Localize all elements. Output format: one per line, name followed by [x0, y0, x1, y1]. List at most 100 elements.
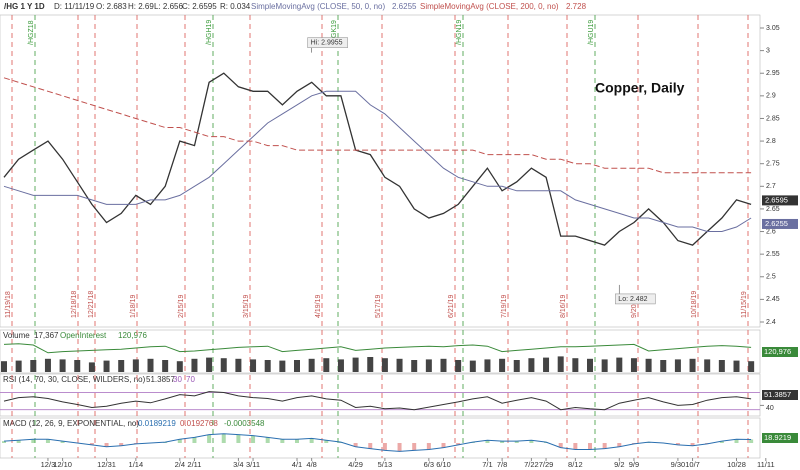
x-tick-label: 1/14	[129, 460, 144, 469]
sma200-value: 2.728	[566, 2, 587, 11]
expiry-label: 11/15/19	[741, 291, 748, 318]
oi-tag	[762, 347, 798, 357]
annotation-label: Hi: 2.9955	[311, 39, 343, 46]
volume-bar	[191, 358, 198, 372]
volume-bar	[162, 360, 169, 372]
expiry-label: 1/18/19	[130, 295, 137, 318]
rsi-tick-label: 40	[766, 405, 774, 412]
macd-bar	[295, 439, 299, 443]
contract-label: /HGU19	[588, 20, 595, 45]
panel-frame	[0, 329, 761, 374]
low: L: 2.656	[154, 2, 183, 11]
macd-bar	[45, 439, 50, 443]
contract-label: /HGK19	[331, 20, 338, 45]
volume-bar	[74, 360, 81, 372]
last-tag	[762, 218, 798, 229]
x-tick-label: 9/30	[671, 460, 686, 469]
x-tick-label: 2/4	[175, 460, 185, 469]
header: /HG 1 Y 1D D: 11/11/19 O: 2.683 H: 2.69 …	[4, 2, 587, 11]
panel-frame	[0, 14, 761, 328]
volume-bar	[308, 358, 315, 372]
x-tick-label: 10/28	[727, 460, 746, 469]
x-tick-label: 12/10	[53, 460, 72, 469]
open: O: 2.683	[96, 2, 127, 11]
volume-bar	[396, 358, 403, 372]
volume-bar	[323, 358, 330, 372]
volume-bar	[15, 360, 22, 372]
expiry-label: 8/16/19	[560, 295, 567, 318]
volume-bar	[250, 359, 257, 372]
volume-bar	[440, 358, 447, 372]
macd-bar	[2, 441, 6, 443]
contract-label: /HGN19	[456, 20, 463, 45]
macd-bar	[602, 443, 607, 449]
volume-bar	[30, 360, 37, 372]
macd-bar	[265, 437, 270, 443]
volume-bar	[455, 360, 462, 372]
expiry-label: 12/21/18	[88, 291, 95, 318]
y-tick-label: 2.4	[766, 319, 776, 326]
volume-bar	[587, 358, 593, 372]
sma50-label: SimpleMovingAvg (CLOSE, 50, 0, no)	[251, 2, 385, 11]
expiry-label: 2/15/19	[178, 295, 185, 318]
x-tick-label: 7/29	[539, 460, 554, 469]
macd-bar	[573, 443, 578, 450]
macd-bar	[675, 443, 680, 445]
y-tick-label: 3	[766, 47, 770, 54]
macd-bar	[514, 441, 519, 443]
y-tick-label: 2.55	[766, 251, 780, 258]
volume-bar	[147, 358, 154, 372]
macd-bar	[192, 437, 197, 443]
y-tick-label: 2.9	[766, 93, 776, 100]
oi-value: 120,976	[118, 331, 147, 340]
chart-title: Copper, Daily	[595, 80, 685, 96]
volume-bar	[674, 359, 681, 372]
contract-label: /HGH19	[206, 20, 213, 45]
x-tick-label: 10/7	[685, 460, 700, 469]
x-tick-label: 7/1	[482, 460, 492, 469]
x-tick-label: 12/3	[41, 460, 56, 469]
macd-bar	[529, 440, 534, 443]
rsi-tag	[762, 390, 798, 400]
volume-bar	[235, 358, 242, 372]
sma200-label: SimpleMovingAvg (CLOSE, 200, 0, no)	[420, 2, 559, 11]
macd-bar	[456, 443, 461, 445]
rsi-oversold: 30	[173, 375, 182, 384]
y-tick-label: 2.75	[766, 161, 780, 168]
macd-bar	[236, 434, 241, 443]
volume-bar	[733, 360, 740, 372]
expiry-label: 3/15/19	[243, 295, 250, 318]
volume-bar	[630, 358, 637, 372]
macd-bar	[31, 439, 36, 443]
x-tick-label: 9/9	[629, 460, 639, 469]
macd-tag-label: 18.9219	[764, 433, 791, 442]
volume-bar	[543, 357, 550, 372]
close: C: 2.6595	[182, 2, 217, 11]
x-tick-label: 4/1	[292, 460, 302, 469]
rsi-line	[3, 391, 752, 411]
panel-frame	[0, 373, 761, 417]
macd-bar	[119, 443, 124, 446]
volume-label: Volume	[3, 331, 30, 340]
volume-bar	[206, 357, 213, 372]
macd-bar	[207, 434, 212, 443]
oi-tag-label: 120,976	[764, 347, 791, 356]
volume-bar	[132, 359, 139, 372]
macd-bar	[368, 443, 373, 449]
volume-bar	[689, 358, 696, 372]
volume-bar	[381, 358, 388, 372]
macd-bar	[485, 440, 490, 443]
volume-bar	[528, 358, 535, 372]
volume-bar	[352, 357, 359, 372]
volume-bar	[748, 361, 755, 372]
volume-bar	[704, 359, 711, 372]
volume-bar	[645, 358, 652, 372]
macd-bar	[441, 443, 446, 448]
macd-avg: 0.0192768	[180, 419, 218, 428]
volume-bar	[513, 360, 520, 372]
rsi-value: 51.3857	[146, 375, 175, 384]
macd-bar	[412, 443, 417, 451]
last-tag-label: 2.6595	[765, 195, 788, 204]
macd-bar	[426, 443, 431, 450]
